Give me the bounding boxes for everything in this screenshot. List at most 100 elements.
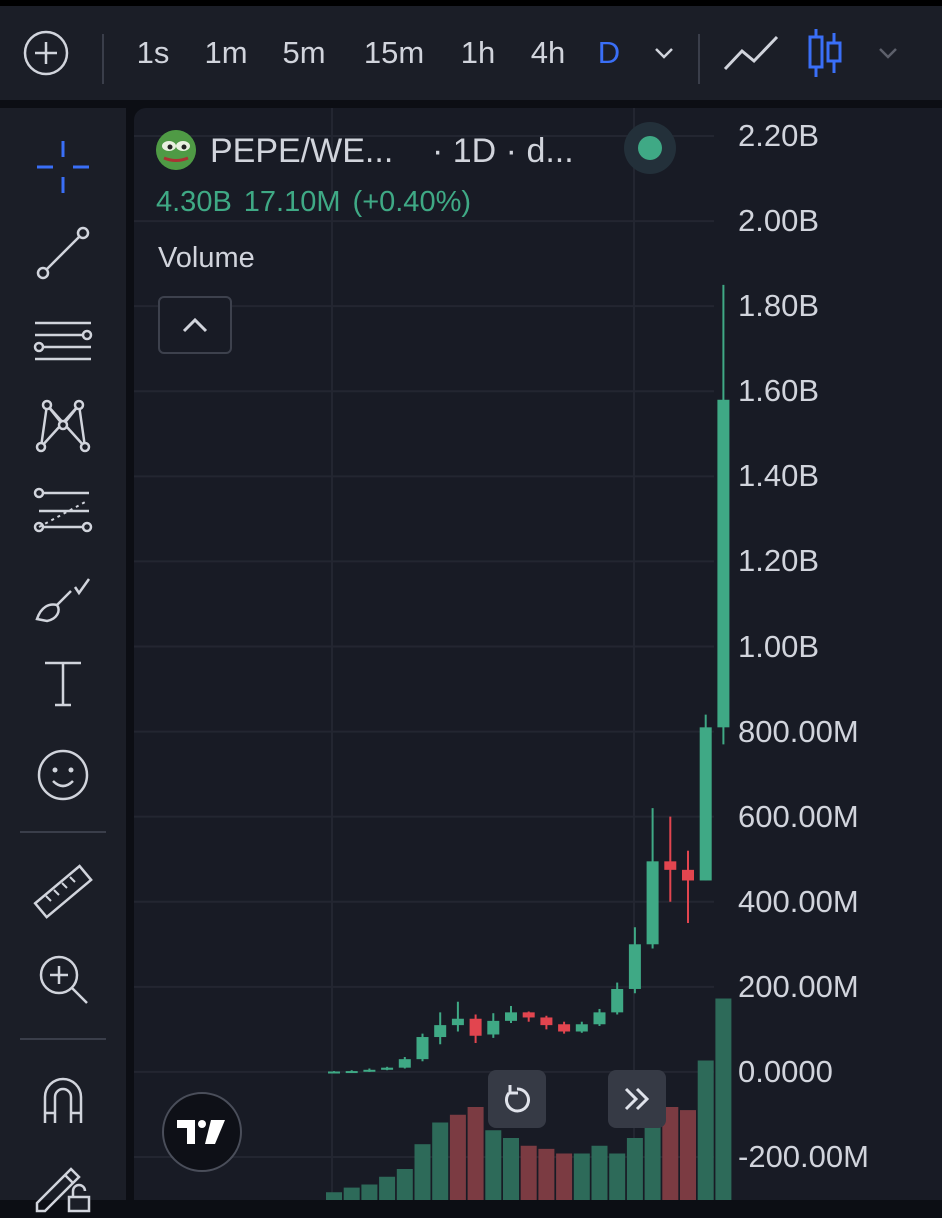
volume-bar [485, 1130, 502, 1200]
volume-bar [556, 1153, 573, 1200]
timeframe-15m[interactable]: 15m [363, 35, 425, 70]
fib-projection-icon [33, 487, 93, 533]
measure-tool[interactable] [28, 858, 98, 928]
add-indicator-button[interactable] [18, 6, 74, 100]
volume-bar [591, 1145, 608, 1200]
candle-body [487, 1020, 500, 1035]
volume-bar [609, 1153, 626, 1200]
volume-bar [573, 1153, 590, 1200]
symbol-name[interactable]: PEPE/WE... [210, 132, 394, 170]
timeframe-5m[interactable]: 5m [282, 35, 326, 70]
volume-bar [538, 1148, 555, 1200]
candle-body [451, 1018, 464, 1026]
timeframe-1h[interactable]: 1h [460, 35, 496, 70]
toolbar-divider [20, 831, 106, 833]
timeframe-dropdown[interactable] [648, 6, 680, 100]
candles-button[interactable] [800, 6, 850, 100]
fib-projection-tool[interactable] [28, 476, 98, 546]
timeframe-1m[interactable]: 1m [204, 35, 248, 70]
horizontal-lines-icon [33, 321, 93, 361]
emoji-icon [37, 749, 89, 801]
trend-line-tool[interactable] [28, 218, 98, 288]
collapse-legend-button[interactable] [158, 296, 232, 354]
symbol-meta: · 1D · d... [432, 132, 574, 170]
chart-type-dropdown[interactable] [872, 6, 904, 100]
chart-pane[interactable]: 2.20B 2.00B 1.80B 1.60B 1.40B 1.20B 1.00B 800.0… [134, 108, 942, 1200]
change-percent: (+0.40%) [352, 186, 472, 218]
lock-drawing-tool[interactable] [28, 1148, 98, 1218]
volume-bar [697, 1060, 714, 1200]
volume-bar [467, 1107, 484, 1200]
zoom-in-tool[interactable] [28, 944, 98, 1014]
candle-body [363, 1069, 376, 1072]
candle-body [611, 988, 624, 1013]
y-tick-label: 1.80B [738, 288, 820, 324]
pepe-logo-icon [156, 130, 196, 170]
horizontal-lines-tool[interactable] [28, 304, 98, 374]
volume-bar [361, 1184, 378, 1200]
reset-chart-button[interactable] [488, 1070, 546, 1128]
y-tick-label: 0.0000 [738, 1053, 833, 1089]
timeframe-d[interactable]: D [597, 35, 621, 70]
candle-body [505, 1012, 517, 1021]
candles-icon [808, 29, 842, 77]
candle-body [646, 861, 659, 945]
emoji-tool[interactable] [28, 740, 98, 810]
lock-drawing-icon [35, 1167, 91, 1213]
scroll-to-realtime-button[interactable] [608, 1070, 666, 1128]
y-tick-label: 400.00M [738, 883, 859, 919]
volume-bar [680, 1110, 696, 1200]
candle-body [328, 1071, 340, 1074]
candle-body [717, 399, 730, 728]
toolbar-divider [698, 34, 700, 84]
crosshair-tool[interactable] [28, 132, 98, 202]
line-chart-button[interactable] [720, 6, 782, 100]
volume-bar [379, 1176, 396, 1200]
candle-body [345, 1071, 358, 1074]
timeframe-1s[interactable]: 1s [136, 35, 170, 70]
plus-circle-icon [23, 30, 69, 76]
candle-body [416, 1037, 429, 1060]
candle-body [699, 727, 712, 881]
y-tick-label: 600.00M [738, 798, 859, 834]
candle-body [398, 1059, 411, 1068]
candle-body [381, 1067, 394, 1070]
magnet-tool[interactable] [28, 1064, 98, 1134]
candle-body [593, 1012, 606, 1025]
timeframe-4h[interactable]: 4h [530, 35, 566, 70]
chevron-up-icon [182, 317, 208, 333]
tradingview-logo[interactable] [162, 1092, 242, 1172]
y-tick-label: 800.00M [738, 713, 859, 749]
volume-bar [503, 1138, 519, 1200]
toolbar-divider [102, 34, 104, 84]
top-toolbar: 1s 1m 5m 15m 1h 4h D [0, 0, 942, 100]
candle-body [664, 861, 677, 870]
candle-body [575, 1024, 588, 1032]
trend-line-icon [36, 226, 90, 280]
candle-body [540, 1017, 553, 1026]
candle-body [628, 944, 641, 989]
toolbar-divider [20, 1038, 106, 1040]
text-tool[interactable] [28, 648, 98, 718]
candle-body [469, 1018, 482, 1036]
volume-bar [449, 1114, 466, 1200]
volume-bar [626, 1138, 643, 1200]
pattern-tool[interactable] [28, 390, 98, 460]
y-tick-label: -200.00M [738, 1139, 869, 1174]
chevron-down-icon [655, 48, 673, 59]
candle-body [682, 869, 694, 881]
candle-body [558, 1024, 571, 1032]
y-tick-label: 200.00M [738, 968, 859, 1004]
pattern-icon [35, 399, 91, 453]
ruler-icon [33, 864, 93, 919]
volume-indicator-label[interactable]: Volume [158, 242, 255, 274]
brush-tool[interactable] [28, 562, 98, 632]
symbol-logo [156, 130, 196, 170]
volume-bar [715, 998, 732, 1200]
price-chart[interactable] [134, 108, 942, 1200]
brush-icon [35, 578, 91, 623]
y-tick-label: 1.40B [738, 458, 820, 494]
market-status-indicator[interactable] [624, 122, 676, 174]
crosshair-icon [37, 141, 89, 193]
drawing-toolbar [0, 108, 126, 1213]
